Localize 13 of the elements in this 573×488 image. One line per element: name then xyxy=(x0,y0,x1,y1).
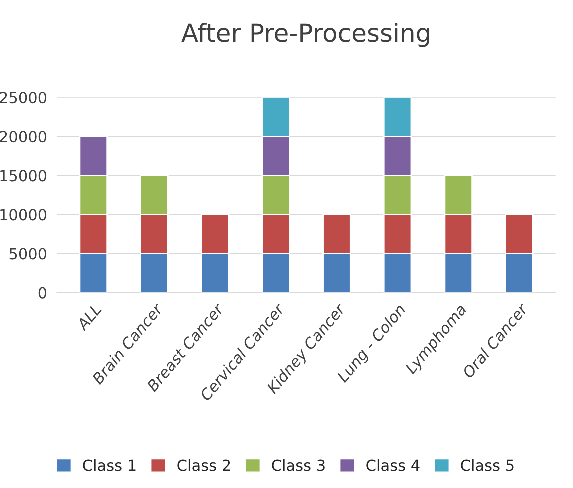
legend-label: Class 2 xyxy=(178,459,230,472)
y-tick-label: 20000 xyxy=(0,131,47,143)
y-tick-label: 25000 xyxy=(0,92,47,104)
y-tick-label: 15000 xyxy=(0,170,47,182)
y-tick-label: 5000 xyxy=(10,248,47,260)
chart-title: After Pre-Processing xyxy=(182,23,430,48)
y-tick-label: 0 xyxy=(38,287,47,299)
x-tick-label: ALL xyxy=(76,304,102,332)
legend-label: Class 4 xyxy=(366,459,420,472)
legend-label: Class 3 xyxy=(272,459,325,472)
y-tick-label: 10000 xyxy=(0,209,47,221)
legend-label: Class 5 xyxy=(461,459,514,472)
legend-label: Class 1 xyxy=(83,459,136,472)
